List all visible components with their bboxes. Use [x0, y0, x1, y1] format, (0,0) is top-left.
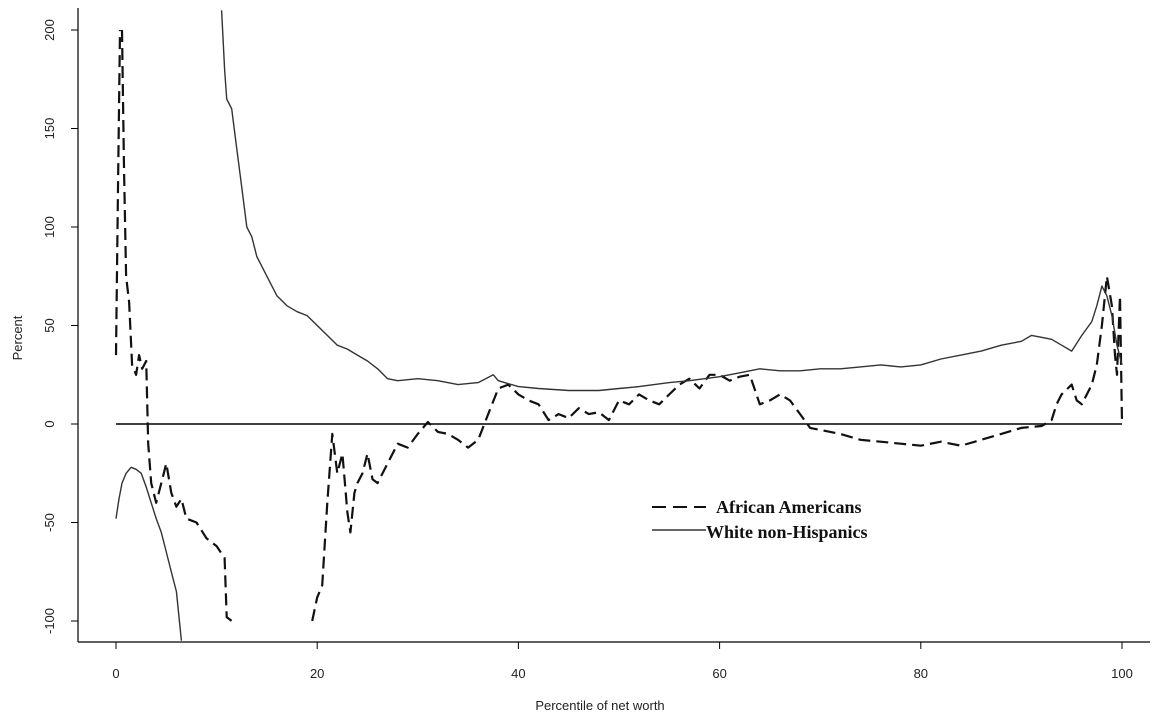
legend: African Americans White non-Hispanics [652, 497, 868, 542]
series-layer [114, 10, 1124, 641]
y-tick-label: 150 [42, 118, 57, 140]
x-tick-label: 20 [310, 666, 324, 681]
x-tick-label: 40 [511, 666, 525, 681]
legend-label-african-americans: African Americans [716, 497, 861, 517]
series-line-african-americans [114, 29, 122, 356]
y-axis: -100 -50 0 50 100 150 200 [42, 19, 78, 634]
y-tick-label: -50 [42, 513, 57, 532]
y-tick-label: 100 [42, 216, 57, 238]
series-line-african-americans [120, 29, 233, 622]
y-tick-label: -100 [42, 608, 57, 634]
y-tick-label: 0 [42, 420, 57, 427]
x-tick-label: 0 [112, 666, 119, 681]
series-line-white-non-hispanics [220, 10, 1123, 392]
x-axis: 0 20 40 60 80 100 [112, 642, 1133, 681]
x-tick-label: 60 [712, 666, 726, 681]
y-axis-title: Percent [10, 315, 25, 360]
y-tick-label: 50 [42, 318, 57, 332]
y-tick-label: 200 [42, 19, 57, 41]
legend-label-white-non-hispanics: White non-Hispanics [706, 522, 868, 542]
plot-frame [77, 8, 1150, 643]
x-tick-label: 100 [1111, 666, 1133, 681]
series-line-african-americans [311, 275, 1124, 622]
x-tick-label: 80 [914, 666, 928, 681]
series-line-white-non-hispanics [115, 466, 183, 641]
x-axis-title: Percentile of net worth [535, 698, 664, 713]
